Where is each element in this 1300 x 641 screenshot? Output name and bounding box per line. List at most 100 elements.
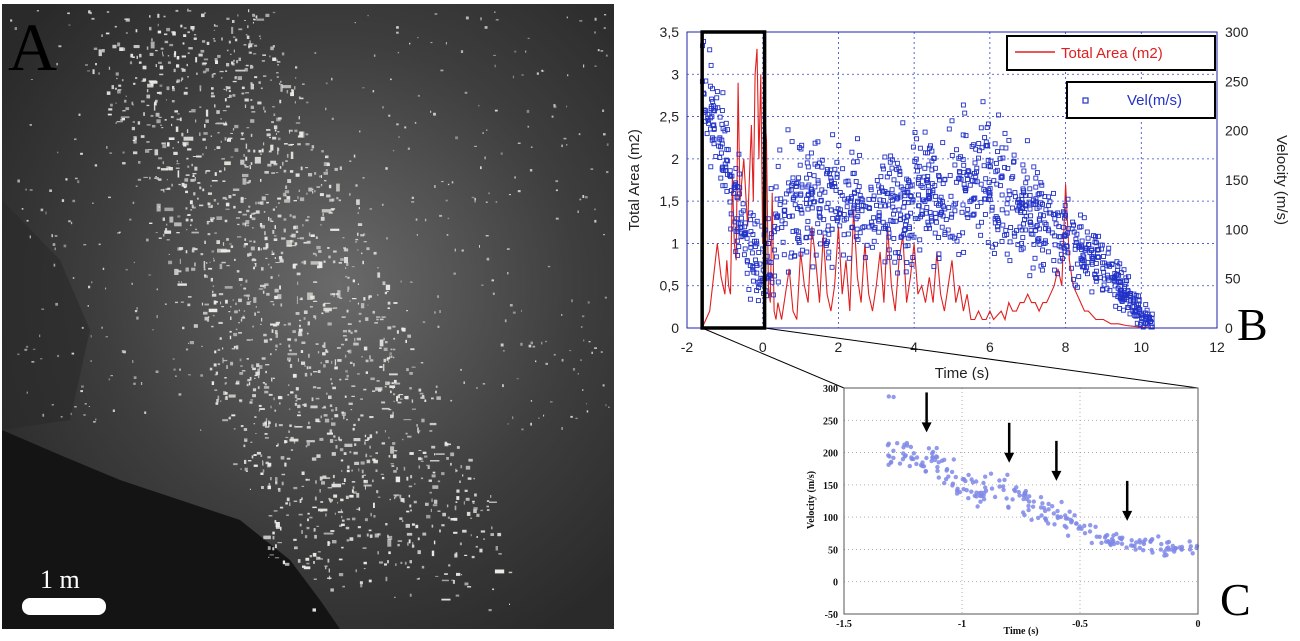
velocity-point-c <box>926 446 932 451</box>
particle <box>85 64 88 66</box>
particle <box>208 267 213 270</box>
particle <box>494 109 498 112</box>
velocity-point-b <box>839 192 845 198</box>
velocity-point-b <box>742 231 748 236</box>
particle <box>321 481 325 485</box>
particle <box>272 11 276 14</box>
particle <box>293 263 298 266</box>
particle <box>326 392 328 395</box>
particle <box>223 88 226 90</box>
velocity-point-b <box>746 287 752 292</box>
particle <box>121 350 124 353</box>
velocity-point-b <box>753 238 759 244</box>
particle <box>408 485 413 488</box>
velocity-point-b <box>940 213 946 219</box>
velocity-point-c <box>914 455 920 460</box>
particle <box>481 284 484 286</box>
particle <box>211 73 214 78</box>
particle <box>567 74 569 77</box>
particle <box>353 451 358 455</box>
particle <box>297 143 301 146</box>
particle <box>289 130 290 134</box>
particle <box>452 580 455 584</box>
velocity-point-b <box>893 250 899 256</box>
particle <box>462 474 464 477</box>
particle <box>201 62 207 66</box>
particle <box>344 354 347 358</box>
particle <box>348 402 353 405</box>
velocity-point-b <box>741 252 747 258</box>
velocity-point-b <box>1046 202 1052 208</box>
particle <box>266 129 271 131</box>
particle <box>254 377 256 379</box>
particle <box>297 196 299 200</box>
chart-c: -1.5 -1 -0.5 0 -50 0 50 100 150 200 250 300 Time (… <box>780 380 1300 637</box>
particle <box>124 18 129 20</box>
particle <box>183 183 188 188</box>
particle <box>147 83 154 88</box>
particle <box>83 414 86 416</box>
particle <box>447 217 450 220</box>
particle <box>418 450 422 451</box>
particle <box>321 209 332 213</box>
velocity-point-b <box>789 182 795 188</box>
particle <box>199 186 202 190</box>
particle <box>492 292 495 295</box>
velocity-point-b <box>849 225 855 231</box>
particle <box>259 223 263 227</box>
particle <box>272 208 275 211</box>
particle <box>584 196 588 199</box>
velocity-point-c <box>1020 510 1026 515</box>
particle <box>234 148 239 152</box>
particle <box>416 424 418 427</box>
particle <box>214 389 218 391</box>
particle <box>354 22 356 24</box>
velocity-point-c <box>983 474 988 479</box>
velocity-point-b <box>750 278 756 284</box>
velocity-point-b <box>940 140 946 146</box>
particle <box>72 277 75 279</box>
particle <box>71 352 75 355</box>
particle <box>488 192 490 195</box>
legend-area-box <box>1006 35 1216 71</box>
velocity-point-c <box>1129 538 1134 543</box>
particle <box>294 242 298 246</box>
particle <box>185 218 189 222</box>
particle <box>308 187 313 192</box>
particle <box>132 121 135 123</box>
velocity-point-b <box>912 130 918 135</box>
particle <box>448 564 451 567</box>
particle <box>240 284 242 286</box>
velocity-point-b <box>866 224 872 230</box>
x-tick-label-b: -2 <box>681 339 694 355</box>
particle <box>155 370 159 373</box>
particle <box>366 533 369 537</box>
velocity-point-b <box>828 167 834 173</box>
velocity-point-c <box>988 471 994 476</box>
particle <box>242 213 247 216</box>
velocity-point-b <box>815 221 821 227</box>
particle <box>461 249 464 252</box>
particle <box>305 219 309 222</box>
particle <box>224 377 227 379</box>
particle <box>164 40 169 44</box>
particle <box>284 462 287 467</box>
velocity-point-c <box>966 496 971 501</box>
velocity-point-b <box>990 244 996 250</box>
y-tick-label-c: 0 <box>833 578 838 589</box>
velocity-point-b <box>783 191 789 197</box>
particle <box>386 237 388 240</box>
particle <box>217 132 220 134</box>
particle <box>379 561 384 564</box>
particle <box>289 170 294 173</box>
particle <box>202 70 207 74</box>
particle <box>439 214 443 217</box>
particle <box>63 244 67 248</box>
particle <box>474 145 477 147</box>
particle <box>195 228 197 231</box>
particle <box>337 290 341 298</box>
particle <box>244 467 248 471</box>
particle <box>430 508 432 513</box>
particle <box>233 59 235 62</box>
particle <box>261 486 264 489</box>
